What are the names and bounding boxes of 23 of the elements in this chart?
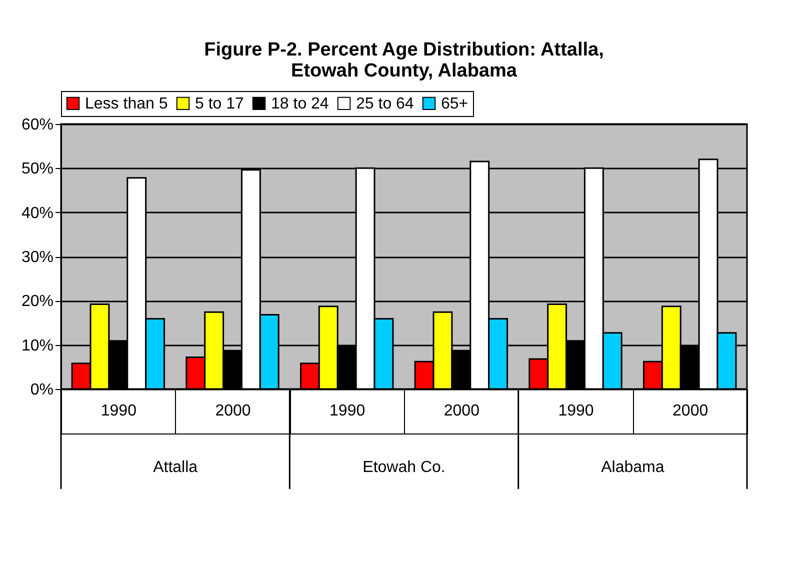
y-tick-label: 50% [21,160,54,178]
text: Figure P-2. Percent Age Distribution: Attalla, [204,40,604,60]
x-tick-label: 2000 [444,402,480,420]
text: Etowah County, Alabama [291,60,517,82]
x-tick-label: 2000 [215,402,251,420]
legend-label: 65+ [441,95,468,112]
x-tick-label: 1990 [558,402,594,420]
text: Attalla [153,459,198,476]
x-tick-label: 2000 [672,402,708,420]
y-tick-label: 30% [21,249,54,266]
y-tick-label: 60% [21,116,54,134]
x-tick-label: 1990 [100,402,137,420]
legend-label: Less than 5 [85,95,168,112]
text: Alabama [601,459,664,476]
legend-label: 5 to 17 [195,95,244,112]
y-tick-label: 40% [21,204,54,222]
legend-label: 18 to 24 [271,95,329,112]
y-tick-label: 20% [21,293,54,310]
y-tick-label: 10% [21,337,54,354]
y-tick-label: 0% [30,382,54,398]
x-tick-label: 1990 [330,402,366,420]
legend-label: 25 to 64 [356,95,414,112]
text: Etowah Co. [362,459,446,476]
